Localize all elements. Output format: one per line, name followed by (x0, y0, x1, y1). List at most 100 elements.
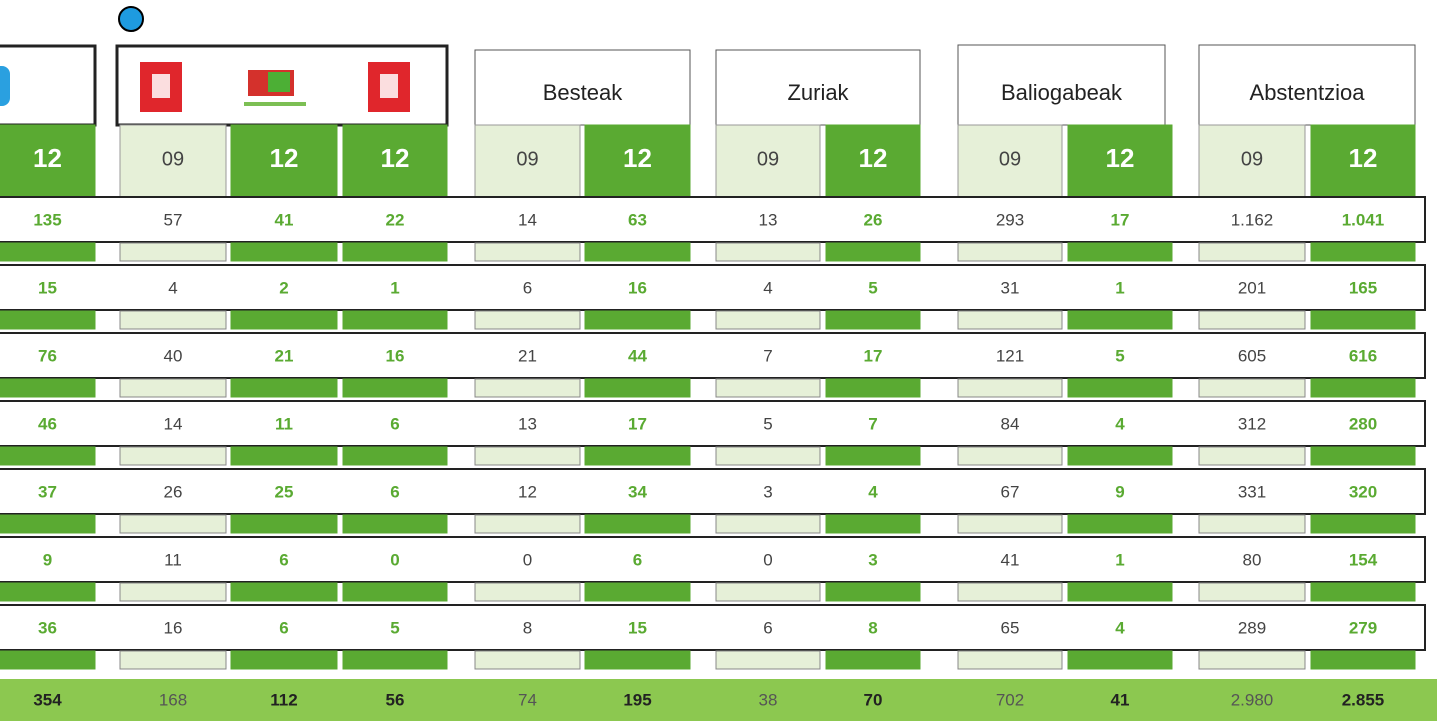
row-separator (715, 582, 821, 602)
row-separator (0, 650, 96, 670)
cell: 0 (763, 550, 772, 569)
cell: 8 (868, 618, 877, 637)
cell: 9 (43, 550, 52, 569)
row-band (0, 536, 1426, 583)
cell: 17 (864, 346, 883, 365)
cell: 280 (1349, 414, 1377, 433)
cell: 15 (628, 618, 647, 637)
row-separator (1198, 446, 1306, 466)
row-separator (1067, 378, 1173, 398)
row-separator (342, 650, 448, 670)
cell: 26 (864, 210, 883, 229)
totals-band (0, 679, 1437, 721)
row-separator (230, 446, 338, 466)
total-cell: 354 (33, 690, 62, 709)
column-header (1067, 124, 1173, 198)
cell: 17 (1111, 210, 1130, 229)
row-separator (474, 378, 581, 398)
cell: 5 (763, 414, 772, 433)
row-separator (342, 378, 448, 398)
row-separator (1198, 650, 1306, 670)
column-label: 12 (270, 143, 299, 173)
cell: 46 (38, 414, 57, 433)
row-separator (119, 242, 227, 262)
cell: 9 (1115, 482, 1124, 501)
cell: 279 (1349, 618, 1377, 637)
row-separator (474, 514, 581, 534)
column-label: 12 (381, 143, 410, 173)
column-label: 12 (1106, 143, 1135, 173)
cell: 21 (518, 346, 537, 365)
cell: 31 (1001, 278, 1020, 297)
row-separator (715, 310, 821, 330)
cell: 17 (628, 414, 647, 433)
row-separator (230, 242, 338, 262)
cell: 5 (390, 618, 399, 637)
cell: 616 (1349, 346, 1377, 365)
row-separator (0, 310, 96, 330)
row-separator (584, 582, 691, 602)
total-cell: 112 (270, 690, 297, 709)
row-band (0, 468, 1426, 515)
row-separator (584, 242, 691, 262)
row-separator (957, 650, 1063, 670)
cell: 2 (279, 278, 288, 297)
row-separator (825, 242, 921, 262)
row-separator (1310, 446, 1416, 466)
cell: 1.162 (1231, 210, 1274, 229)
row-separator (342, 582, 448, 602)
cell: 4 (868, 482, 878, 501)
row-separator (1067, 650, 1173, 670)
row-separator (474, 310, 581, 330)
column-label: 09 (516, 148, 538, 170)
total-cell: 2.855 (1342, 690, 1385, 709)
row-separator (715, 242, 821, 262)
row-separator (230, 650, 338, 670)
row-separator (584, 378, 691, 398)
cell: 121 (996, 346, 1024, 365)
total-cell: 168 (159, 690, 187, 709)
cell: 4 (763, 278, 772, 297)
cell: 1.041 (1342, 210, 1385, 229)
row-separator (1310, 650, 1416, 670)
cell: 80 (1243, 550, 1262, 569)
row-separator (342, 446, 448, 466)
row-separator (1067, 514, 1173, 534)
column-header (474, 124, 581, 198)
cell: 26 (164, 482, 183, 501)
total-cell: 195 (623, 690, 651, 709)
cell: 44 (628, 346, 647, 365)
row-band (0, 264, 1426, 311)
row-separator (1310, 310, 1416, 330)
group-label: Abstentzioa (1250, 80, 1366, 105)
marker-dot (118, 6, 144, 32)
cell: 154 (1349, 550, 1378, 569)
row-separator (825, 378, 921, 398)
column-label: 12 (859, 143, 888, 173)
cell: 16 (628, 278, 647, 297)
cell: 16 (386, 346, 405, 365)
row-band (0, 604, 1426, 651)
cell: 5 (1115, 346, 1124, 365)
column-header (957, 124, 1063, 198)
group-box (474, 49, 691, 126)
cell: 1 (390, 278, 399, 297)
cell: 135 (33, 210, 61, 229)
column-label: 12 (33, 143, 62, 173)
row-separator (715, 650, 821, 670)
total-cell: 74 (518, 690, 537, 709)
total-cell: 41 (1111, 690, 1130, 709)
column-label: 09 (757, 148, 779, 170)
row-separator (119, 514, 227, 534)
row-separator (119, 310, 227, 330)
cell: 41 (275, 210, 294, 229)
column-label: 09 (162, 148, 184, 170)
column-header (342, 124, 448, 198)
cell: 3 (763, 482, 772, 501)
row-separator (0, 446, 96, 466)
row-separator (1310, 582, 1416, 602)
cell: 37 (38, 482, 57, 501)
row-separator (1198, 514, 1306, 534)
ezker-logo-text (244, 102, 306, 106)
cell: 8 (523, 618, 532, 637)
